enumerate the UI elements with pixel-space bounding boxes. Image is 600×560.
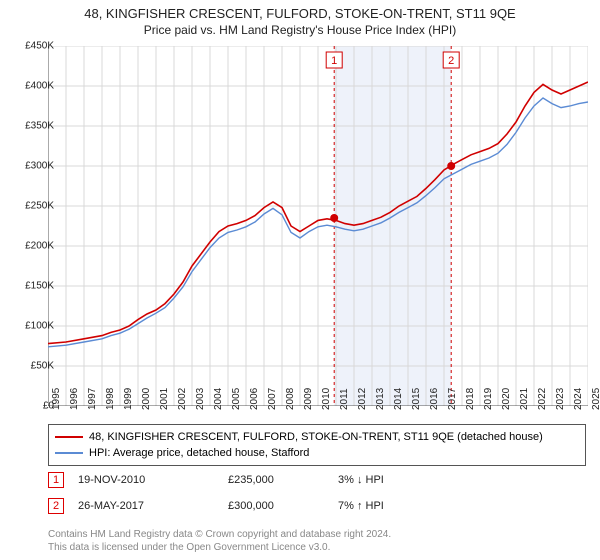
x-tick: 2015 (411, 388, 422, 410)
y-tick: £400K (10, 81, 54, 92)
marker-date-2: 26-MAY-2017 (78, 500, 228, 512)
legend-label-property: 48, KINGFISHER CRESCENT, FULFORD, STOKE-… (89, 431, 543, 443)
x-tick: 2007 (267, 388, 278, 410)
x-tick: 2016 (429, 388, 440, 410)
license-text: Contains HM Land Registry data © Crown c… (48, 528, 391, 554)
y-tick: £300K (10, 161, 54, 172)
x-tick: 2025 (591, 388, 600, 410)
x-tick: 1999 (123, 388, 134, 410)
y-tick: £0 (10, 401, 54, 412)
y-tick: £200K (10, 241, 54, 252)
marker-row-1: 1 19-NOV-2010 £235,000 3% ↓ HPI (48, 472, 586, 488)
x-tick: 2013 (375, 388, 386, 410)
x-tick: 2017 (447, 388, 458, 410)
marker-hpi-1: 3% ↓ HPI (338, 474, 586, 486)
x-tick: 2014 (393, 388, 404, 410)
x-tick: 2005 (231, 388, 242, 410)
x-tick: 2004 (213, 388, 224, 410)
marker-hpi-2: 7% ↑ HPI (338, 500, 586, 512)
svg-text:1: 1 (331, 55, 337, 67)
x-tick: 2011 (339, 388, 350, 410)
x-tick: 2010 (321, 388, 332, 410)
x-tick: 2019 (483, 388, 494, 410)
x-tick: 1995 (51, 388, 62, 410)
y-tick: £350K (10, 121, 54, 132)
x-tick: 2021 (519, 388, 530, 410)
marker-badge-1: 1 (48, 472, 64, 488)
header: 48, KINGFISHER CRESCENT, FULFORD, STOKE-… (0, 0, 600, 37)
x-tick: 2018 (465, 388, 476, 410)
marker-date-1: 19-NOV-2010 (78, 474, 228, 486)
license-line-2: This data is licensed under the Open Gov… (48, 541, 391, 554)
x-tick: 2000 (141, 388, 152, 410)
legend-swatch-hpi (55, 452, 83, 454)
marker-row-2: 2 26-MAY-2017 £300,000 7% ↑ HPI (48, 498, 586, 514)
legend-label-hpi: HPI: Average price, detached house, Staf… (89, 447, 309, 459)
x-tick: 2006 (249, 388, 260, 410)
x-tick: 2002 (177, 388, 188, 410)
x-tick: 2001 (159, 388, 170, 410)
x-tick: 1998 (105, 388, 116, 410)
y-tick: £150K (10, 281, 54, 292)
y-tick: £50K (10, 361, 54, 372)
license-line-1: Contains HM Land Registry data © Crown c… (48, 528, 391, 541)
y-tick: £100K (10, 321, 54, 332)
x-tick: 2023 (555, 388, 566, 410)
x-tick: 2012 (357, 388, 368, 410)
marker-price-1: £235,000 (228, 474, 338, 486)
page-title: 48, KINGFISHER CRESCENT, FULFORD, STOKE-… (0, 6, 600, 21)
page-subtitle: Price paid vs. HM Land Registry's House … (0, 23, 600, 37)
legend: 48, KINGFISHER CRESCENT, FULFORD, STOKE-… (48, 424, 586, 466)
marker-badge-2: 2 (48, 498, 64, 514)
x-tick: 2008 (285, 388, 296, 410)
x-tick: 1997 (87, 388, 98, 410)
x-tick: 2022 (537, 388, 548, 410)
legend-swatch-property (55, 436, 83, 438)
y-tick: £450K (10, 41, 54, 52)
x-tick: 2003 (195, 388, 206, 410)
svg-text:2: 2 (448, 55, 454, 67)
y-tick: £250K (10, 201, 54, 212)
price-chart: 12 (48, 46, 588, 406)
x-tick: 1996 (69, 388, 80, 410)
x-tick: 2020 (501, 388, 512, 410)
x-tick: 2024 (573, 388, 584, 410)
legend-item-property: 48, KINGFISHER CRESCENT, FULFORD, STOKE-… (55, 429, 579, 445)
marker-price-2: £300,000 (228, 500, 338, 512)
legend-item-hpi: HPI: Average price, detached house, Staf… (55, 445, 579, 461)
chart-svg: 12 (48, 46, 588, 406)
x-tick: 2009 (303, 388, 314, 410)
